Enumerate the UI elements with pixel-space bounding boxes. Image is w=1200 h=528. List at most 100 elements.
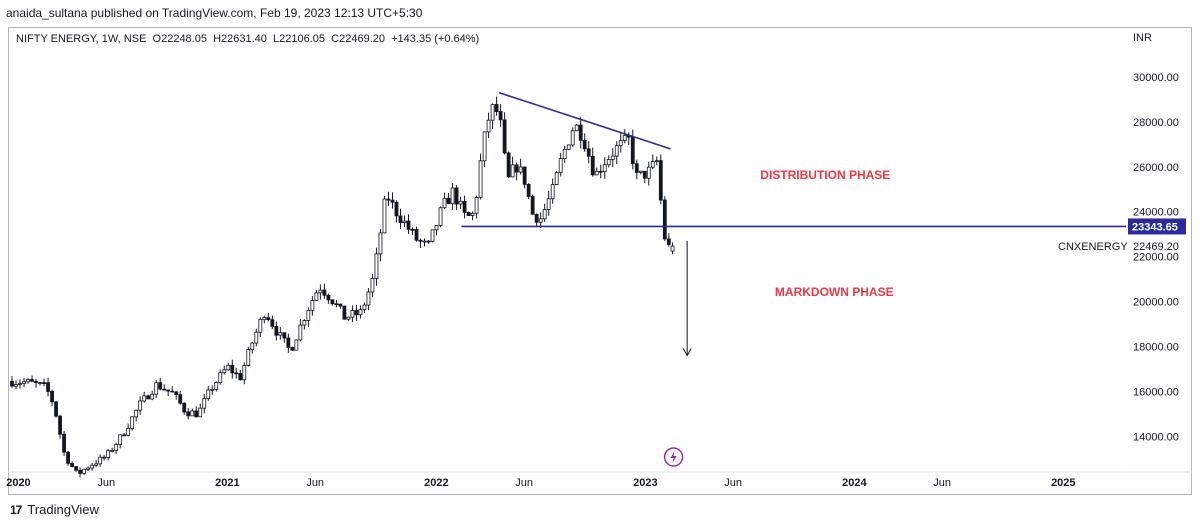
candle-body	[230, 364, 235, 374]
candle-body	[14, 383, 18, 387]
upper-trendline	[498, 91, 671, 150]
candle-body	[590, 155, 595, 176]
candle-body	[282, 332, 287, 339]
candle-body	[50, 391, 54, 403]
candle-body	[186, 411, 191, 417]
x-tick-label: 2020	[6, 477, 30, 489]
legend-close: C22469.20	[331, 33, 385, 45]
candle-body	[618, 140, 623, 147]
candle-body	[138, 400, 143, 411]
candle-body	[242, 365, 247, 381]
candle-body	[86, 467, 90, 470]
candle-body	[494, 104, 499, 112]
candle-body	[30, 379, 34, 382]
candle-body	[102, 456, 107, 459]
candle-body	[558, 158, 563, 174]
candle-body	[642, 170, 647, 179]
candle-body	[374, 253, 379, 279]
candle-body	[34, 380, 38, 384]
candle-body	[662, 199, 667, 240]
candle-body	[510, 164, 515, 178]
candle-body	[562, 148, 567, 159]
candle-body	[450, 187, 455, 205]
candle-body	[214, 382, 219, 390]
candle-body	[110, 450, 115, 452]
candle-body	[134, 409, 139, 418]
candle-body	[258, 319, 263, 333]
candle-body	[18, 383, 22, 385]
symbol-legend: NIFTY ENERGY, 1W, NSE O22248.05 H22631.4…	[16, 33, 479, 45]
candle-body	[530, 196, 535, 215]
candle-body	[594, 170, 599, 176]
candle-body	[366, 291, 371, 306]
candle-body	[418, 239, 423, 242]
candle-body	[226, 364, 231, 371]
currency-label: INR	[1133, 32, 1152, 44]
candle-body	[446, 197, 451, 205]
candle-body	[162, 388, 167, 391]
x-tick-label: 2025	[1051, 477, 1075, 489]
candle-body	[198, 407, 203, 418]
candle-body	[114, 444, 119, 451]
candle-body	[538, 218, 543, 223]
candle-body	[298, 324, 303, 341]
candle-body	[502, 119, 507, 154]
candle-body	[534, 213, 539, 223]
y-tick-label: 28000.00	[1133, 117, 1179, 129]
legend-symbol[interactable]: NIFTY ENERGY, 1W, NSE	[16, 33, 147, 45]
candle-body	[622, 135, 627, 142]
candle-body	[610, 155, 615, 160]
candle-body	[234, 372, 239, 375]
candle-body	[246, 349, 251, 366]
candle-body	[342, 305, 347, 320]
x-tick-label: Jun	[724, 477, 742, 489]
candle-body	[322, 289, 327, 296]
candle-body	[658, 160, 663, 201]
candle-body	[66, 451, 70, 464]
candle-body	[302, 320, 307, 326]
candle-body	[98, 456, 103, 465]
candle-body	[514, 164, 519, 173]
candle-body	[414, 229, 419, 241]
candle-body	[42, 382, 46, 384]
candle-body	[646, 166, 651, 179]
candle-body	[354, 310, 359, 316]
candle-body	[350, 310, 355, 318]
candle-body	[462, 200, 467, 213]
candle-body	[26, 379, 30, 383]
x-tick-label: 2024	[842, 477, 867, 489]
candle-body	[70, 462, 74, 467]
candle-body	[326, 294, 331, 301]
candle-body	[346, 316, 351, 320]
candle-body	[278, 332, 283, 336]
candle-body	[578, 124, 583, 141]
candle-body	[306, 309, 311, 321]
candle-body	[370, 278, 375, 293]
legend-change: +143.35 (+0.64%)	[391, 33, 480, 45]
candle-body	[574, 124, 579, 132]
candle-body	[378, 232, 383, 255]
candle-body	[130, 416, 135, 429]
candle-body	[586, 148, 591, 157]
candle-body	[338, 303, 343, 307]
footer-branding[interactable]: 17 TradingView	[10, 502, 99, 517]
candle-body	[158, 382, 163, 390]
candle-body	[38, 382, 42, 384]
candle-body	[182, 402, 187, 413]
candle-body	[630, 136, 635, 165]
candle-body	[410, 228, 415, 231]
candle-body	[254, 331, 259, 344]
candle-body	[422, 240, 427, 243]
candle-body	[430, 229, 435, 242]
candle-body	[402, 220, 407, 224]
candle-body	[606, 159, 611, 166]
candle-body	[390, 199, 395, 203]
candle-body	[654, 160, 659, 163]
candle-body	[210, 388, 215, 391]
candle-body	[290, 347, 295, 351]
candle-body	[310, 300, 315, 311]
y-tick-label: 24000.00	[1133, 207, 1179, 219]
legend-high: H22631.40	[213, 33, 267, 45]
candle-body	[522, 166, 527, 185]
